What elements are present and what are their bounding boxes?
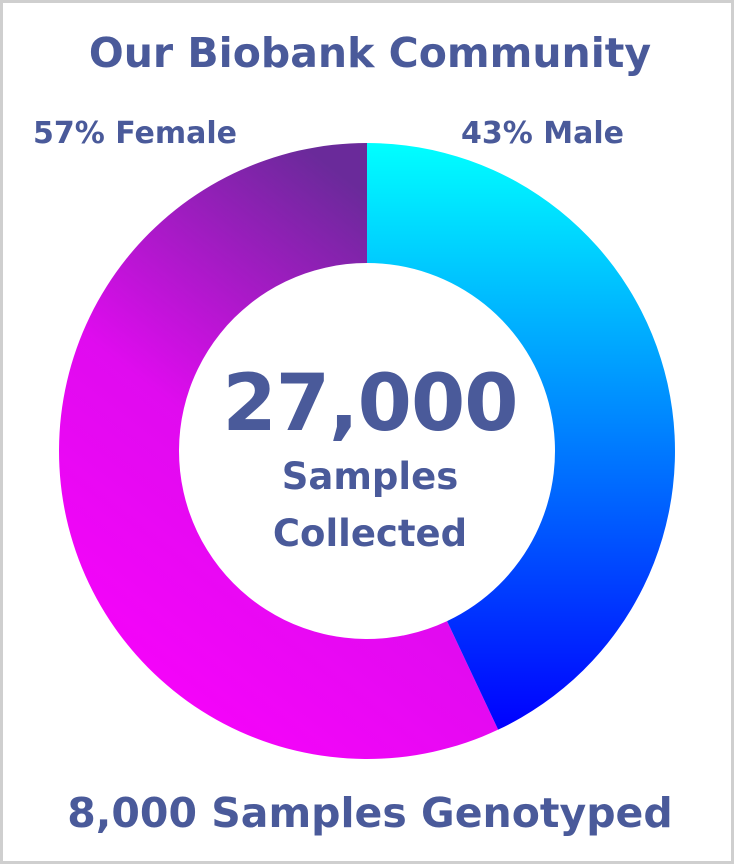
total-samples-caption-line2: Collected	[272, 512, 468, 555]
female-slice-label: 57% Female	[33, 116, 238, 151]
male-slice-label: 43% Male	[461, 116, 624, 151]
donut-chart	[58, 143, 675, 760]
genotyped-samples-caption: 8,000 Samples Genotyped	[67, 789, 673, 837]
female-slice	[58, 143, 499, 760]
total-samples-caption-line1: Samples	[281, 455, 459, 498]
male-slice	[367, 143, 675, 730]
chart-title: Our Biobank Community	[88, 29, 652, 77]
total-samples-value: 27,000	[222, 359, 519, 449]
